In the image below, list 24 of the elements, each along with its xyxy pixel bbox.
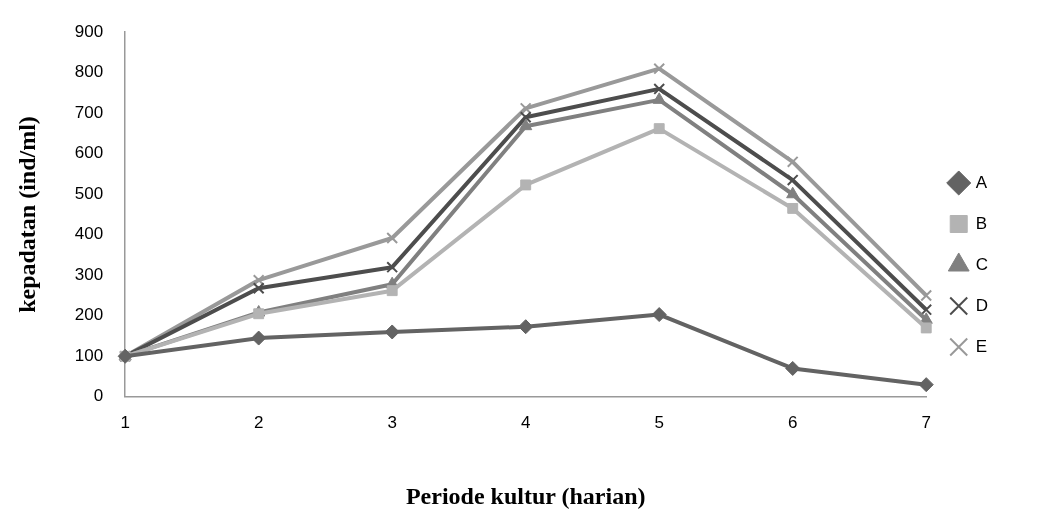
x-tick-label: 7 bbox=[921, 412, 931, 432]
y-tick-label: 300 bbox=[74, 264, 104, 284]
legend-label: E bbox=[975, 336, 988, 356]
legend-label: A bbox=[975, 172, 988, 192]
y-tick-label: 100 bbox=[74, 345, 104, 365]
y-tick-label: 200 bbox=[74, 305, 104, 325]
y-tick-label: 700 bbox=[74, 102, 104, 122]
y-tick-label: 900 bbox=[74, 21, 104, 41]
legend-label: B bbox=[975, 213, 988, 233]
y-axis-title: kepadatan (ind/ml) bbox=[13, 116, 40, 313]
y-tick-label: 500 bbox=[74, 183, 104, 203]
x-axis-title: Periode kultur (harian) bbox=[405, 482, 646, 509]
x-tick-label: 5 bbox=[654, 412, 664, 432]
legend-label: D bbox=[975, 295, 988, 315]
y-tick-label: 0 bbox=[93, 386, 104, 406]
x-tick-label: 4 bbox=[520, 412, 531, 432]
y-tick-label: 400 bbox=[74, 224, 104, 244]
y-tick-label: 800 bbox=[74, 62, 104, 82]
x-tick-label: 3 bbox=[387, 412, 397, 432]
x-tick-label: 6 bbox=[787, 412, 798, 432]
y-tick-label: 600 bbox=[74, 143, 104, 163]
x-tick-label: 1 bbox=[120, 412, 130, 432]
x-tick-label: 2 bbox=[253, 412, 264, 432]
legend-label: C bbox=[975, 254, 988, 274]
